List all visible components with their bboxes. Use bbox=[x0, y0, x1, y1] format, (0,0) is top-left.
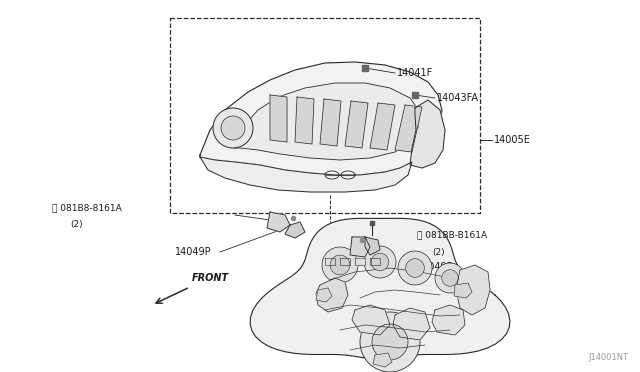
Text: 14005E: 14005E bbox=[494, 135, 531, 145]
Polygon shape bbox=[395, 105, 422, 152]
Polygon shape bbox=[410, 100, 445, 168]
Polygon shape bbox=[235, 83, 420, 160]
Polygon shape bbox=[365, 237, 380, 255]
Polygon shape bbox=[250, 218, 510, 359]
Polygon shape bbox=[316, 278, 348, 312]
Polygon shape bbox=[432, 305, 465, 335]
Text: 14049P: 14049P bbox=[417, 262, 454, 272]
Polygon shape bbox=[325, 258, 335, 265]
Text: 14049P: 14049P bbox=[175, 247, 212, 257]
Circle shape bbox=[364, 246, 396, 278]
Polygon shape bbox=[200, 62, 442, 175]
Circle shape bbox=[435, 263, 465, 293]
Circle shape bbox=[322, 247, 358, 283]
Polygon shape bbox=[295, 97, 314, 144]
Circle shape bbox=[330, 255, 350, 275]
Circle shape bbox=[398, 251, 432, 285]
Circle shape bbox=[442, 270, 458, 286]
Polygon shape bbox=[200, 157, 412, 192]
Polygon shape bbox=[370, 258, 380, 265]
Text: FRONT: FRONT bbox=[192, 273, 229, 283]
Polygon shape bbox=[267, 212, 290, 232]
Polygon shape bbox=[393, 308, 430, 340]
Circle shape bbox=[372, 324, 408, 360]
Polygon shape bbox=[373, 353, 392, 367]
Polygon shape bbox=[316, 288, 332, 302]
Circle shape bbox=[221, 116, 245, 140]
Text: 14043FA: 14043FA bbox=[437, 93, 479, 103]
Text: (2): (2) bbox=[432, 247, 445, 257]
Circle shape bbox=[360, 312, 420, 372]
Polygon shape bbox=[350, 237, 370, 257]
Circle shape bbox=[371, 253, 389, 271]
Polygon shape bbox=[355, 258, 365, 265]
Polygon shape bbox=[270, 95, 287, 142]
Circle shape bbox=[406, 259, 424, 278]
Polygon shape bbox=[370, 103, 395, 150]
Polygon shape bbox=[352, 305, 390, 335]
Polygon shape bbox=[454, 283, 472, 298]
Polygon shape bbox=[285, 222, 305, 238]
Polygon shape bbox=[340, 258, 350, 265]
Bar bbox=[170, 18, 480, 213]
Text: ⒱ 081BB-B161A: ⒱ 081BB-B161A bbox=[417, 231, 487, 240]
Polygon shape bbox=[456, 265, 490, 315]
Text: 14041F: 14041F bbox=[397, 68, 433, 78]
Polygon shape bbox=[345, 101, 368, 148]
Text: J14001NT: J14001NT bbox=[588, 353, 628, 362]
Polygon shape bbox=[320, 99, 341, 146]
Circle shape bbox=[213, 108, 253, 148]
Text: (2): (2) bbox=[70, 221, 83, 230]
Text: ⒱ 081B8-8161A: ⒱ 081B8-8161A bbox=[52, 203, 122, 212]
